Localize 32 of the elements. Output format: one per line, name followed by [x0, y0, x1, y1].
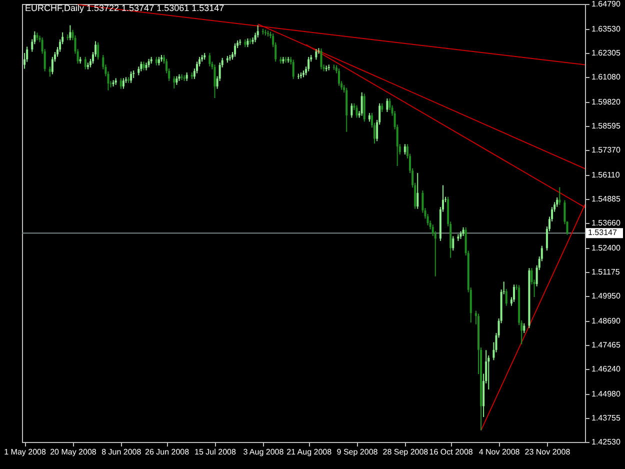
x-tick-label: 26 Jun 2008: [145, 448, 190, 456]
x-tick-label: 9 Sep 2008: [336, 448, 378, 456]
x-tick-label: 23 Nov 2008: [524, 448, 571, 456]
x-tick-label: 21 Aug 2008: [286, 448, 332, 456]
y-tick-label: 1.44980: [592, 389, 621, 398]
y-tick-label: 1.54885: [592, 194, 621, 204]
y-tick-label: 1.52400: [592, 243, 621, 252]
y-tick-label: 1.48690: [592, 316, 621, 326]
x-tick-label: 3 Aug 2008: [243, 448, 284, 456]
y-tick-label: 1.59820: [592, 97, 621, 106]
ref-line-label: 1.53147: [588, 228, 618, 238]
x-tick-label: 4 Nov 2008: [478, 448, 520, 456]
y-tick-label: 1.53660: [592, 218, 621, 228]
y-tick-label: 1.58595: [592, 121, 621, 130]
y-tick-label: 1.49950: [592, 292, 621, 300]
y-tick-label: 1.56110: [592, 170, 620, 180]
x-tick-label: 28 Sep 2008: [382, 448, 429, 456]
y-tick-label: 1.43755: [592, 413, 621, 422]
x-tick-label: 1 May 2008: [4, 448, 46, 456]
x-tick-label: 16 Oct 2008: [429, 448, 474, 456]
x-tick-label: 20 May 2008: [50, 448, 97, 456]
y-tick-label: 1.51175: [592, 267, 620, 276]
y-tick-label: 1.42530: [592, 438, 621, 446]
y-tick-label: 1.63530: [592, 24, 621, 34]
y-tick-label: 1.46240: [592, 364, 621, 374]
y-tick-label: 1.62305: [592, 48, 621, 58]
y-tick-label: 1.61080: [592, 72, 621, 82]
y-tick-label: 1.47465: [592, 340, 621, 350]
y-tick-label: 1.64790: [592, 0, 621, 8]
y-tick-label: 1.57370: [592, 146, 621, 154]
x-tick-label: 8 Jun 2008: [102, 448, 142, 456]
x-tick-label: 15 Jul 2008: [194, 448, 236, 456]
